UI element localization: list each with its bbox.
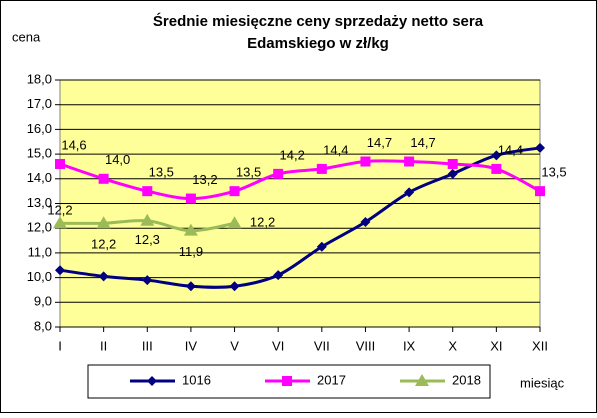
y-tick-label: 18,0 xyxy=(27,71,52,86)
x-axis-label: miesiąc xyxy=(520,375,565,390)
point xyxy=(183,223,198,236)
point xyxy=(404,187,415,198)
chart-title: Średnie miesięczne ceny sprzedaży netto … xyxy=(153,12,484,52)
point xyxy=(98,173,109,184)
legend-label: 1016 xyxy=(182,372,211,387)
data-label: 13,5 xyxy=(236,165,261,180)
point xyxy=(316,241,327,252)
x-tick-label: VI xyxy=(272,338,284,353)
data-label: 14,4 xyxy=(498,142,523,157)
x-tick-label: III xyxy=(142,338,153,353)
point xyxy=(491,163,502,174)
point xyxy=(55,158,65,169)
point xyxy=(98,271,109,282)
y-tick-label: 10,0 xyxy=(27,269,52,284)
y-tick-label: 13,0 xyxy=(27,195,52,210)
point xyxy=(185,281,196,292)
point xyxy=(140,213,155,226)
y-tick-label: 8,0 xyxy=(34,318,52,333)
point xyxy=(229,281,240,292)
y-tick-label: 12,0 xyxy=(27,220,52,235)
point xyxy=(447,158,458,169)
point xyxy=(491,150,502,161)
data-label: 14,2 xyxy=(280,147,305,162)
point xyxy=(447,168,458,179)
point xyxy=(142,186,153,197)
data-label: 14,4 xyxy=(323,142,348,157)
data-label: 14,6 xyxy=(61,137,86,152)
point xyxy=(53,216,67,229)
point xyxy=(535,142,545,153)
point xyxy=(96,216,111,229)
point xyxy=(360,217,371,228)
y-tick-label: 17,0 xyxy=(27,96,52,111)
data-label: 12,2 xyxy=(91,237,116,252)
x-tick-label: II xyxy=(100,338,107,353)
point xyxy=(404,156,415,167)
legend-label: 2018 xyxy=(452,372,481,387)
data-label: 12,2 xyxy=(250,215,275,230)
point xyxy=(360,156,371,167)
data-label: 13,2 xyxy=(192,172,217,187)
data-label: 13,5 xyxy=(149,165,174,180)
data-label: 14,7 xyxy=(410,135,435,150)
point xyxy=(55,265,65,276)
point xyxy=(227,216,242,229)
x-tick-label: XI xyxy=(490,338,502,353)
y-tick-label: 16,0 xyxy=(27,121,52,136)
legend-label: 2017 xyxy=(317,372,346,387)
point xyxy=(415,374,429,386)
x-tick-label: VII xyxy=(314,338,330,353)
point xyxy=(282,376,292,386)
x-tick-label: VIII xyxy=(356,338,376,353)
x-tick-label: IV xyxy=(185,338,198,353)
y-axis-label: cena xyxy=(12,29,41,44)
y-tick-label: 11,0 xyxy=(28,244,52,259)
x-tick-label: X xyxy=(448,338,457,353)
data-label: 11,9 xyxy=(179,244,203,259)
y-tick-label: 14,0 xyxy=(27,170,52,185)
point xyxy=(147,376,157,386)
x-tick-label: IX xyxy=(403,338,416,353)
data-label: 14,7 xyxy=(367,135,392,150)
data-label: 13,5 xyxy=(541,165,566,180)
point xyxy=(229,186,240,197)
data-label: 12,3 xyxy=(135,232,160,247)
y-tick-label: 15,0 xyxy=(27,146,52,161)
x-tick-label: XII xyxy=(532,338,548,353)
data-label: 12,2 xyxy=(47,203,72,218)
x-tick-label: V xyxy=(230,338,239,353)
point xyxy=(273,168,284,179)
point xyxy=(316,163,327,174)
x-tick-label: I xyxy=(58,338,62,353)
point xyxy=(142,275,153,286)
data-label: 14,0 xyxy=(105,152,130,167)
point xyxy=(535,186,545,197)
point xyxy=(185,193,196,204)
point xyxy=(273,270,284,281)
y-tick-label: 9,0 xyxy=(34,294,52,309)
